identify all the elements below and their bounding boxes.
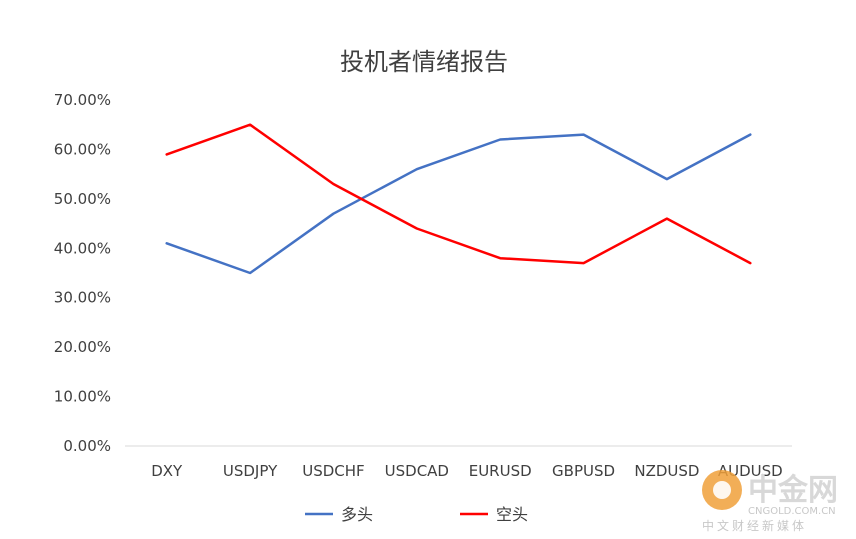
x-tick-label: USDJPY [223,462,278,480]
legend: 多头 空头 [305,505,528,524]
y-tick-label: 50.00% [54,190,111,208]
x-tick-label: DXY [151,462,183,480]
watermark: 中金网 CNGOLD.COM.CN 中文财经新媒体 [702,470,838,533]
watermark-domain: CNGOLD.COM.CN [748,506,836,517]
watermark-brand: 中金网 [748,473,838,508]
y-tick-label: 30.00% [54,289,111,307]
x-tick-label: NZDUSD [634,462,699,480]
chart-title: 投机者情绪报告 [340,48,508,76]
watermark-tagline: 中文财经新媒体 [702,518,807,533]
x-tick-label: EURUSD [469,462,532,480]
watermark-logo-inner-icon [713,481,731,499]
y-tick-label: 70.00% [54,91,111,109]
x-tick-label: GBPUSD [552,462,615,480]
y-tick-label: 60.00% [54,140,111,158]
legend-label: 空头 [496,505,528,524]
y-axis-ticks: 0.00% 10.00% 20.00% 30.00% 40.00% 50.00% 60.00… [54,91,111,455]
x-axis-ticks: DXY USDJPY USDCHF USDCAD EURUSD GBPUSD NZDUSD A… [151,462,783,480]
y-tick-label: 0.00% [63,437,111,455]
series-line-1 [165,133,752,275]
series-lines [165,123,752,275]
x-tick-label: USDCAD [385,462,449,480]
series-line-2 [165,123,752,265]
y-tick-label: 40.00% [54,239,111,257]
legend-label: 多头 [341,505,373,524]
y-tick-label: 10.00% [54,388,111,406]
y-tick-label: 20.00% [54,338,111,356]
x-tick-label: USDCHF [302,462,364,480]
